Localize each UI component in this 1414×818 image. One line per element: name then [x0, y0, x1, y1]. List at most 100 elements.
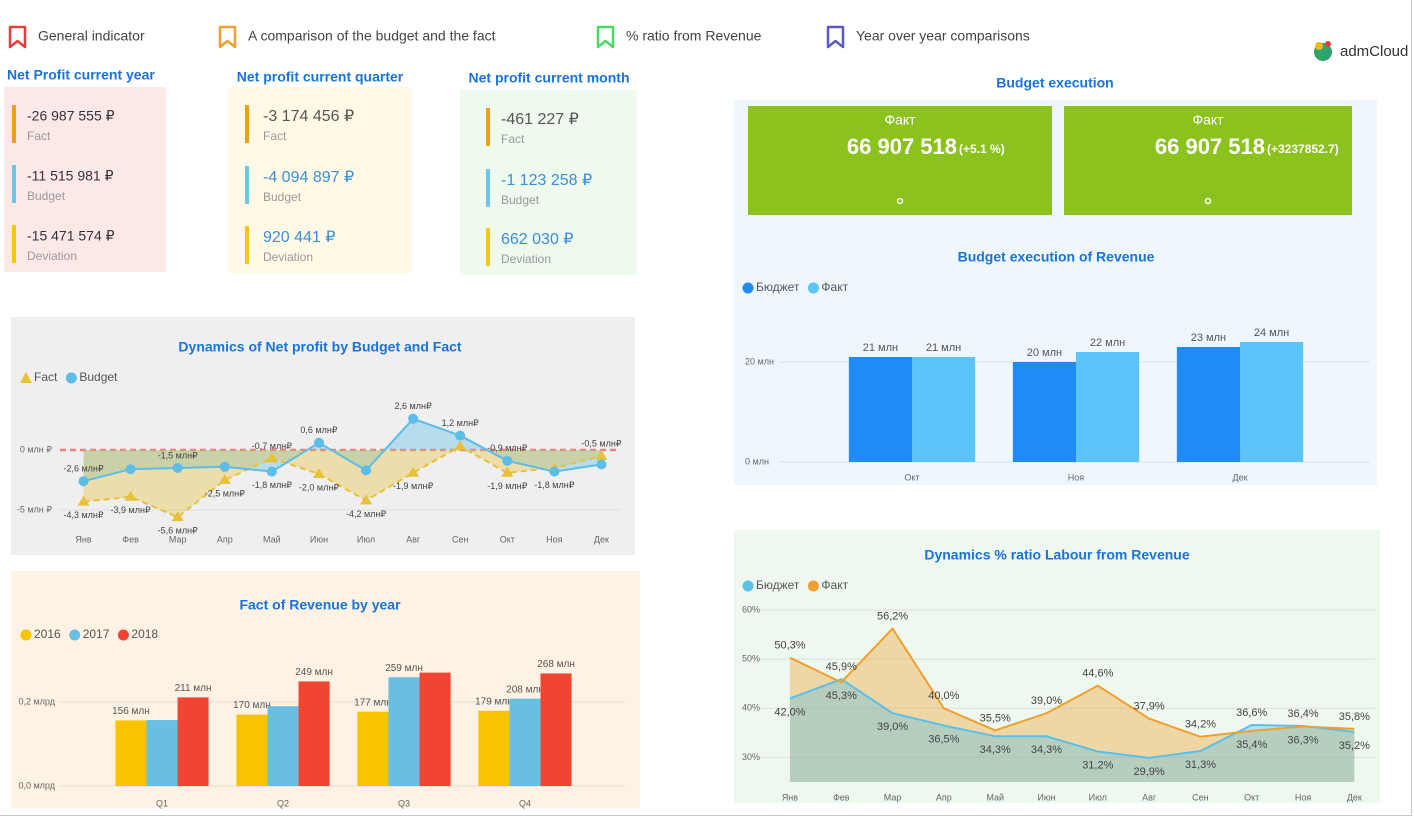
data-label: 208 млн	[506, 684, 544, 695]
x-tick-label: Ноя	[1295, 792, 1312, 802]
data-label: 35,2%	[1339, 740, 1370, 752]
data-label: 37,9%	[1134, 701, 1165, 713]
x-tick-label: Q4	[519, 798, 531, 808]
data-label: -2,5 млн₽	[205, 488, 245, 498]
data-label: 259 млн	[385, 663, 423, 674]
bar	[1076, 352, 1140, 462]
x-tick-label: Июл	[357, 534, 375, 544]
y-tick-label: 0 млн	[745, 456, 769, 466]
kpi-panel	[4, 87, 166, 272]
x-tick-label: Мар	[884, 792, 902, 802]
data-label: 35,8%	[1339, 711, 1370, 723]
marker	[77, 495, 90, 506]
bar	[912, 357, 976, 462]
x-tick-label: Янв	[75, 534, 91, 544]
bar	[388, 677, 420, 786]
area	[83, 446, 602, 518]
bar	[298, 681, 330, 786]
marker	[312, 468, 325, 478]
card-label: Факт	[884, 112, 916, 128]
line	[789, 678, 1355, 759]
card-delta: (+3237852.7)	[1267, 142, 1339, 156]
data-label: -4,3 млн₽	[63, 510, 103, 520]
data-label: 35,4%	[1236, 739, 1267, 751]
marker	[549, 466, 560, 477]
kpi-value: -461 227 ₽	[501, 111, 579, 128]
section-title: Budget execution	[996, 75, 1113, 91]
x-tick-label: Янв	[782, 792, 798, 802]
data-label: -2,6 млн₽	[63, 464, 103, 474]
data-label: 211 млн	[175, 683, 212, 694]
kpi-bar	[486, 108, 490, 146]
header-tab: A comparison of the budget and the fact	[248, 28, 496, 44]
marker	[455, 430, 466, 441]
legend-label: Факт	[821, 578, 848, 592]
legend-label: Факт	[821, 280, 848, 294]
card-dot	[896, 197, 904, 205]
marker	[408, 413, 419, 424]
x-tick-label: Фев	[833, 792, 850, 802]
kpi-value: -26 987 555 ₽	[27, 108, 115, 124]
header-tab: General indicator	[38, 28, 145, 44]
kpi-value: 920 441 ₽	[263, 229, 335, 246]
data-label: 22 млн	[1090, 337, 1125, 349]
data-label: 45,9%	[826, 661, 857, 673]
kpi-value: 662 030 ₽	[501, 231, 573, 248]
y-tick-label: 0,2 млрд	[18, 696, 55, 706]
data-label: -0,7 млн₽	[252, 441, 292, 451]
bar	[357, 711, 389, 786]
bookmark-icon	[8, 25, 27, 49]
kpi-bar	[12, 225, 16, 263]
y-tick-label: 30%	[742, 752, 760, 762]
data-label: 23 млн	[1191, 332, 1226, 344]
kpi-label: Budget	[27, 189, 66, 203]
legend-label: Budget	[79, 370, 118, 384]
x-tick-label: Дек	[594, 534, 609, 544]
marker	[78, 476, 89, 487]
data-label: 56,2%	[877, 611, 908, 623]
data-label: 249 млн	[295, 667, 333, 678]
marker	[219, 461, 230, 472]
bar	[267, 706, 299, 786]
legend-marker	[65, 372, 77, 384]
x-tick-label: Авг	[1142, 792, 1157, 802]
kpi-bar	[12, 165, 16, 203]
legend-label: Бюджет	[756, 578, 800, 592]
x-tick-label: Апр	[936, 792, 952, 802]
bar	[146, 720, 178, 786]
y-tick-label: 60%	[742, 604, 760, 614]
data-label: 268 млн	[537, 659, 575, 670]
kpi-bar	[245, 166, 249, 204]
x-tick-label: Июн	[1037, 792, 1055, 802]
legend-marker	[117, 629, 129, 641]
marker	[265, 452, 278, 463]
chart-title: Budget execution of Revenue	[958, 249, 1155, 265]
data-label: -3,9 млн₽	[111, 505, 151, 515]
legend-marker	[742, 282, 754, 294]
kpi-label: Deviation	[501, 252, 551, 266]
marker	[595, 450, 608, 460]
data-label: 50,3%	[774, 640, 805, 652]
bar	[1240, 342, 1304, 462]
data-label: 39,0%	[877, 721, 908, 733]
data-label: 34,2%	[1185, 719, 1216, 731]
kpi-label: Budget	[263, 190, 302, 204]
data-label: 34,3%	[980, 744, 1011, 756]
chart-title: Dynamics % ratio Labour from Revenue	[924, 547, 1190, 563]
bar	[236, 714, 268, 786]
y-tick-label: 40%	[742, 703, 760, 713]
kpi-label: Deviation	[263, 250, 313, 264]
bookmark-icon	[826, 25, 845, 49]
x-tick-label: Окт	[904, 472, 919, 482]
bar	[478, 710, 510, 786]
legend-label: Бюджет	[756, 280, 800, 294]
card-dot	[1204, 197, 1212, 205]
legend-marker	[69, 629, 81, 641]
marker	[124, 490, 137, 501]
logo-icon	[1325, 41, 1331, 47]
data-label: 44,6%	[1082, 668, 1113, 680]
y-tick-label: 50%	[742, 654, 760, 664]
x-tick-label: Окт	[1244, 792, 1259, 802]
data-label: -0,9 млн₽	[487, 443, 527, 453]
